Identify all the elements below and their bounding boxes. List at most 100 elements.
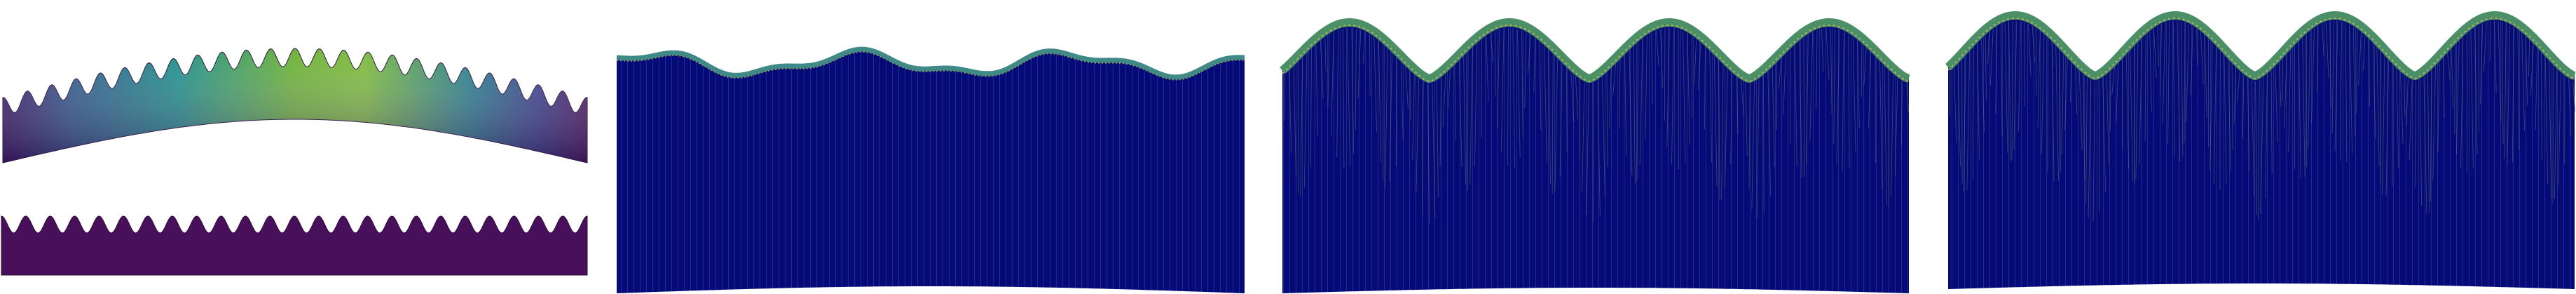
wrinkle-streak <box>2228 58 2231 171</box>
wrinkle-streak <box>2109 70 2111 132</box>
wrinkle-streak <box>2092 81 2095 222</box>
wrinkle-streak <box>2451 48 2454 108</box>
wrinkle-streak <box>1836 29 1840 163</box>
wrinkle-streak <box>1512 28 1515 168</box>
wrinkle-streak <box>1336 29 1339 157</box>
wrinkle-streak <box>1544 45 1547 162</box>
wrinkle-streak <box>1687 32 1690 145</box>
wrinkle-streak <box>2184 22 2186 143</box>
wrinkle-streak <box>2521 32 2525 131</box>
wrinkle-streak <box>2000 24 2003 137</box>
wrinkle-streak <box>1612 62 1617 95</box>
wrinkle-streak <box>1507 27 1509 166</box>
wrinkle-streak <box>2358 32 2362 86</box>
wrinkle-streak <box>1432 83 1436 218</box>
wrinkle-streak <box>1378 40 1381 162</box>
wrinkle-streak <box>1516 29 1521 158</box>
wrinkle-streak <box>1521 30 1523 138</box>
wrinkle-streak <box>1639 38 1643 166</box>
wrinkle-streak <box>2352 26 2356 137</box>
wrinkle-streak <box>1474 42 1478 166</box>
wrinkle-streak <box>2396 67 2399 169</box>
mesh-body <box>617 49 1245 293</box>
wrinkle-streak <box>1303 52 1308 188</box>
wrinkle-streak <box>2172 21 2175 157</box>
wrinkle-streak <box>1327 34 1330 107</box>
wrinkle-streak <box>1570 71 1574 122</box>
wrinkle-streak <box>1400 61 1404 140</box>
wrinkle-streak <box>1347 28 1350 167</box>
wrinkle-streak <box>1469 46 1473 185</box>
wrinkle-streak <box>1901 81 1903 146</box>
wrinkle-streak <box>1741 79 1744 116</box>
wrinkle-streak <box>1551 53 1554 194</box>
wrinkle-streak <box>1852 36 1856 153</box>
wrinkle-streak <box>1629 49 1633 175</box>
wrinkle-streak <box>2167 21 2170 144</box>
wrinkle-streak <box>2265 73 2268 199</box>
wrinkle-streak <box>2255 81 2258 215</box>
wrinkle-streak <box>1721 63 1724 200</box>
wrinkle-streak <box>2298 40 2301 178</box>
wrinkle-streak <box>2470 29 2474 168</box>
wrinkle-streak <box>2011 21 2013 161</box>
wrinkle-streak <box>2032 25 2035 62</box>
wrinkle-streak <box>2427 72 2430 213</box>
wrinkle-streak <box>1524 32 1527 108</box>
wrinkle-streak <box>1293 65 1296 178</box>
wrinkle-streak <box>1597 79 1601 217</box>
wrinkle-streak <box>1385 48 1388 188</box>
wrinkle-streak <box>2236 70 2240 102</box>
wrinkle-streak <box>1362 32 1366 64</box>
wrinkle-streak <box>2325 22 2329 79</box>
wrinkle-streak <box>1310 48 1312 167</box>
wrinkle-streak <box>2483 22 2487 72</box>
wrinkle-streak <box>1655 30 1659 66</box>
wrinkle-streak <box>2149 31 2152 112</box>
wrinkle-streak <box>1977 41 1980 160</box>
wrinkle-streak <box>1857 39 1860 128</box>
wrinkle-streak <box>2369 38 2370 107</box>
wrinkle-streak <box>2075 65 2078 115</box>
wrinkle-streak <box>2530 43 2534 95</box>
wrinkle-streak <box>1751 81 1755 210</box>
mesh-body <box>1282 22 1909 293</box>
wrinkle-streak <box>2535 47 2538 131</box>
wrinkle-streak <box>1718 59 1720 200</box>
wrinkle-streak <box>2504 22 2507 159</box>
wrinkle-streak <box>1863 47 1867 88</box>
wrinkle-streak <box>2489 21 2491 61</box>
wrinkle-streak <box>2334 21 2338 152</box>
wrinkle-streak <box>1533 37 1536 93</box>
wrinkle-streak <box>2275 65 2278 142</box>
wrinkle-streak <box>1582 82 1585 192</box>
wrinkle-streak <box>2051 41 2055 182</box>
wrinkle-streak <box>1821 29 1824 72</box>
wrinkle-streak <box>2517 29 2520 150</box>
wrinkle-streak <box>1756 78 1760 218</box>
wrinkle-streak <box>2568 78 2572 137</box>
wrinkle-streak <box>1806 34 1809 165</box>
wrinkle-streak <box>2494 20 2497 93</box>
wrinkle-streak <box>1442 73 1446 128</box>
wrinkle-streak <box>2144 34 2146 142</box>
wrinkle-streak <box>2083 73 2085 180</box>
wrinkle-streak <box>2186 24 2189 122</box>
wrinkle-streak <box>2233 66 2237 124</box>
wrinkle-streak <box>1357 29 1362 99</box>
wrinkle-streak <box>1320 40 1324 98</box>
wrinkle-streak <box>1736 76 1739 134</box>
wrinkle-streak <box>1373 36 1377 133</box>
wrinkle-streak <box>2512 27 2514 162</box>
wrinkle-streak <box>2278 61 2282 107</box>
wrinkle-streak <box>1324 36 1327 73</box>
wrinkle-streak <box>1884 65 1887 205</box>
wrinkle-streak <box>2317 25 2319 91</box>
wrinkle-streak <box>1467 51 1469 191</box>
wrinkle-streak <box>1694 39 1697 86</box>
wrinkle-streak <box>2447 52 2451 81</box>
wrinkle-streak <box>1559 62 1563 177</box>
wrinkle-streak <box>1709 50 1713 163</box>
wrinkle-streak <box>2008 21 2011 161</box>
wrinkle-streak <box>2507 25 2511 166</box>
